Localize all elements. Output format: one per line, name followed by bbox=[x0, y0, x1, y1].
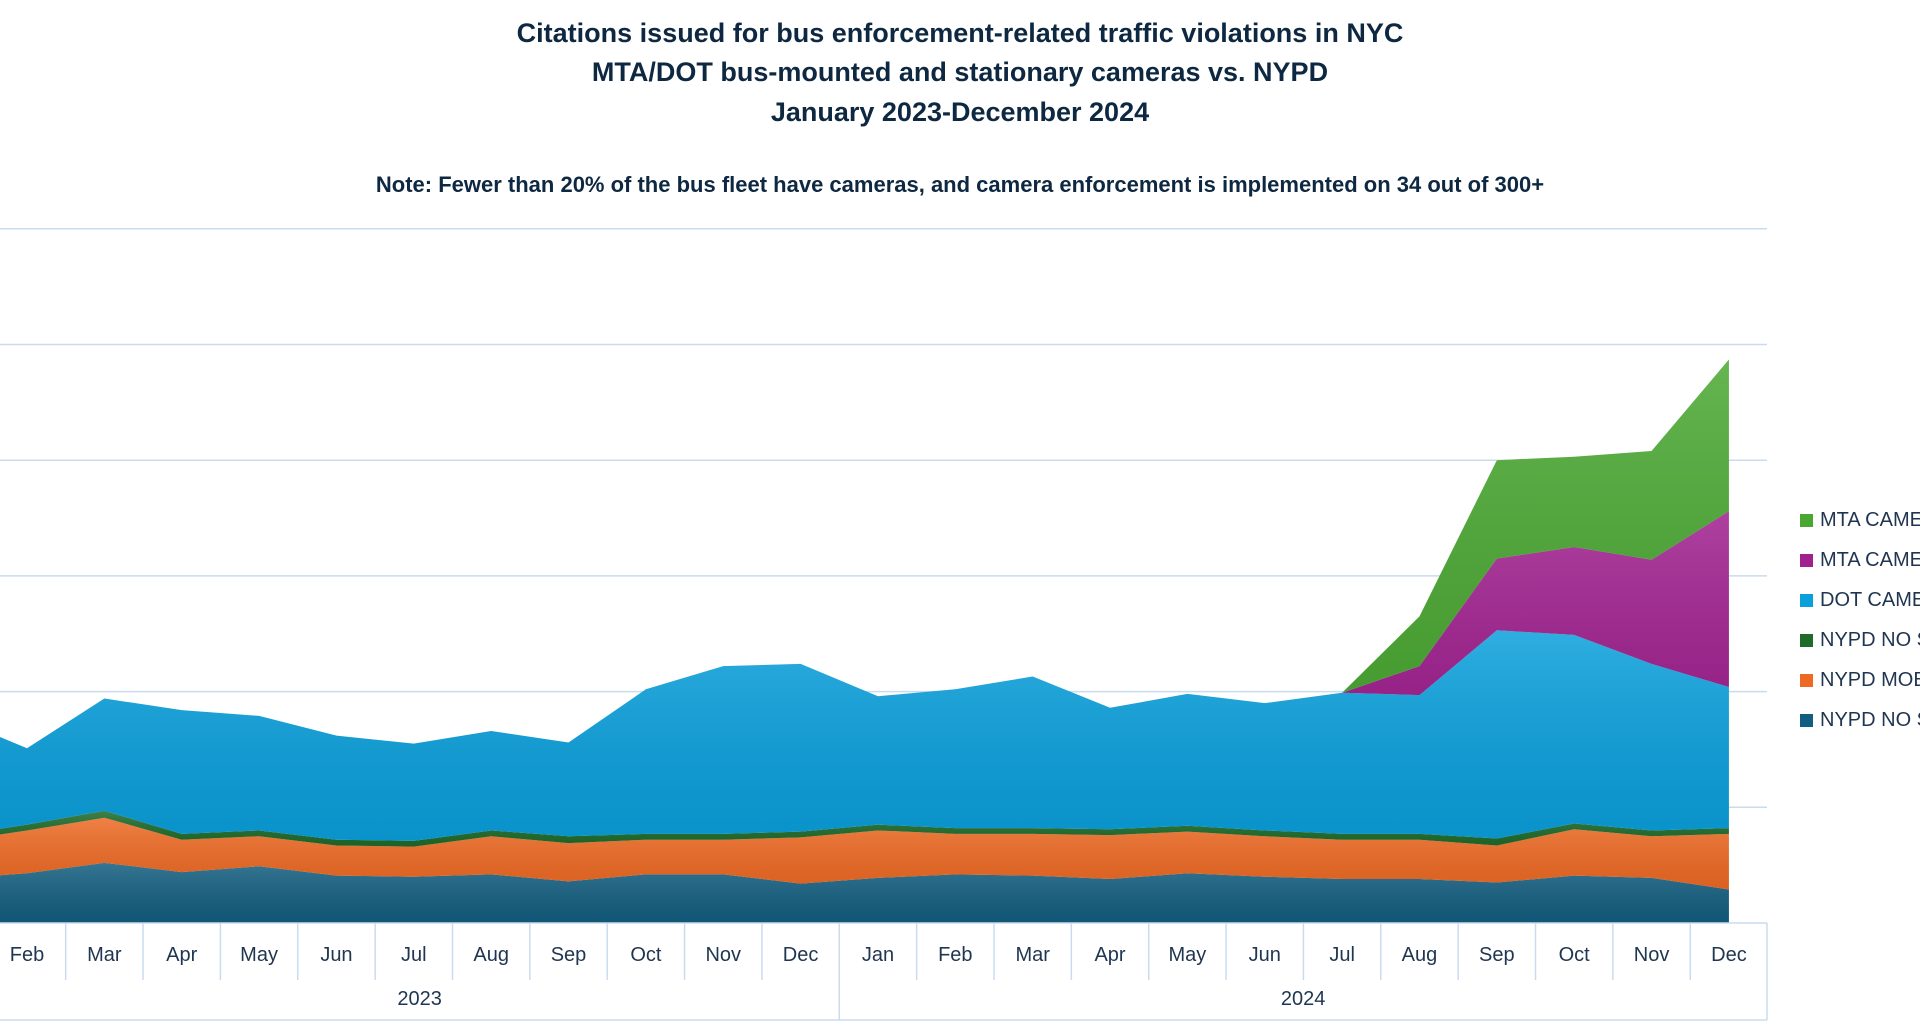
x-tick-label: Jul bbox=[401, 944, 427, 966]
area-shade-3 bbox=[0, 630, 1729, 841]
legend-item: MTA CAME bbox=[1800, 540, 1920, 580]
chart-title-line-2: MTA/DOT bus-mounted and stationary camer… bbox=[591, 57, 1329, 87]
legend-item: MTA CAME bbox=[1800, 500, 1920, 540]
x-tick-label: Apr bbox=[1094, 944, 1125, 966]
area-shade-0 bbox=[0, 862, 1729, 923]
legend-swatch bbox=[1800, 553, 1813, 567]
x-tick-label: Nov bbox=[705, 944, 741, 966]
chart-note: Note: Fewer than 20% of the bus fleet ha… bbox=[375, 172, 1545, 197]
x-tick-label: Jun bbox=[1249, 944, 1281, 966]
legend-swatch bbox=[1800, 593, 1813, 607]
x-tick-label: Oct bbox=[630, 944, 662, 966]
year-label: 2023 bbox=[397, 988, 442, 1010]
x-tick-label: Sep bbox=[551, 944, 587, 966]
chart-title-line-1: Citations issued for bus enforcement-rel… bbox=[516, 18, 1404, 48]
x-tick-label: Mar bbox=[1015, 944, 1050, 966]
legend-item: DOT CAME bbox=[1800, 580, 1920, 620]
year-label: 2024 bbox=[1281, 988, 1326, 1010]
x-tick-label: Aug bbox=[473, 944, 509, 966]
legend-swatch bbox=[1800, 713, 1813, 727]
x-tick-label: Apr bbox=[166, 944, 197, 966]
x-tick-label: Dec bbox=[1711, 944, 1747, 966]
legend-item: NYPD MOB bbox=[1800, 660, 1920, 700]
x-tick-label: Dec bbox=[783, 944, 819, 966]
legend-label: DOT CAME bbox=[1820, 588, 1920, 611]
legend-label: MTA CAME bbox=[1820, 548, 1920, 571]
x-tick-label: Feb bbox=[938, 944, 972, 966]
legend-item: NYPD NO S bbox=[1800, 620, 1920, 660]
area-shade-1 bbox=[0, 817, 1729, 890]
legend-label: MTA CAME bbox=[1820, 508, 1920, 531]
legend-label: NYPD NO S bbox=[1820, 628, 1920, 651]
x-tick-label: Feb bbox=[10, 944, 44, 966]
legend-swatch bbox=[1800, 673, 1813, 687]
x-tick-label: Oct bbox=[1559, 944, 1591, 966]
x-tick-label: Sep bbox=[1479, 944, 1515, 966]
legend: MTA CAME MTA CAME DOT CAME NYPD NO S NYPD MO… bbox=[1800, 500, 1920, 740]
x-tick-label: Mar bbox=[87, 944, 122, 966]
area-shade-2 bbox=[0, 810, 1729, 847]
legend-item: NYPD NO S bbox=[1800, 700, 1920, 740]
legend-label: NYPD MOB bbox=[1820, 668, 1920, 691]
x-tick-label: Jul bbox=[1329, 944, 1355, 966]
x-tick-label: May bbox=[1169, 944, 1207, 966]
x-tick-label: Aug bbox=[1402, 944, 1438, 966]
x-tick-label: May bbox=[240, 944, 278, 966]
legend-swatch bbox=[1800, 513, 1813, 527]
x-tick-label: Jun bbox=[320, 944, 352, 966]
legend-swatch bbox=[1800, 633, 1813, 647]
x-tick-label: Jan bbox=[862, 944, 894, 966]
x-tick-label: Nov bbox=[1634, 944, 1670, 966]
chart-title-line-3: January 2023-December 2024 bbox=[770, 97, 1150, 127]
legend-label: NYPD NO S bbox=[1820, 708, 1920, 731]
